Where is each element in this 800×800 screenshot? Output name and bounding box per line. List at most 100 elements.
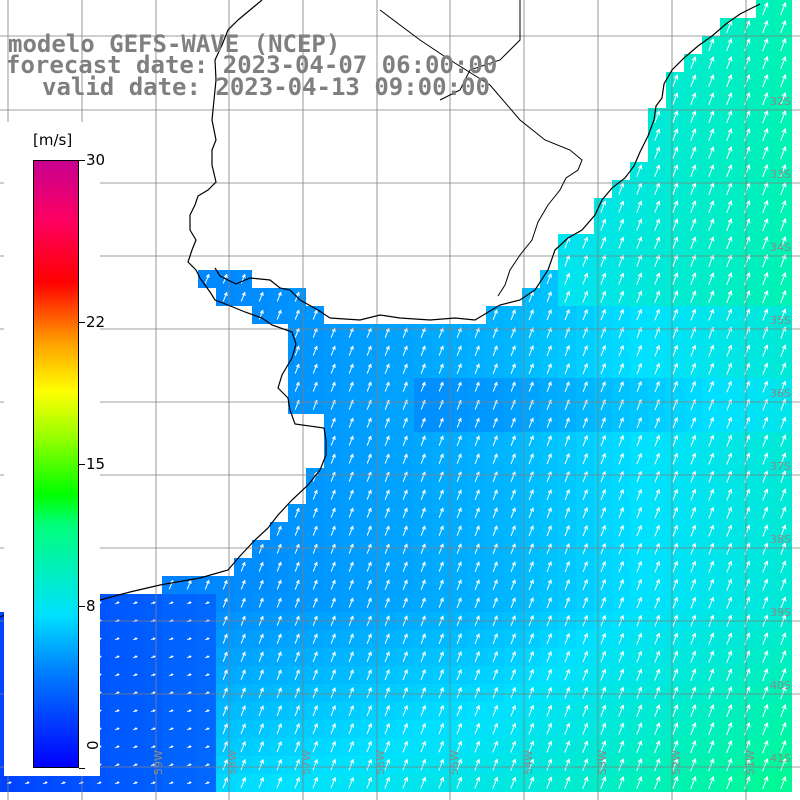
latitude-label: 39S — [770, 606, 791, 619]
wind-arrow — [726, 38, 733, 52]
wind-arrow — [636, 470, 643, 483]
wind-arrow — [312, 327, 318, 338]
wind-arrow — [600, 381, 606, 393]
wind-arrow — [690, 236, 697, 249]
wind-arrow — [510, 561, 516, 573]
wind-arrow — [366, 633, 372, 644]
wind-arrow — [780, 434, 787, 447]
wind-arrow — [600, 704, 607, 717]
wind-arrow — [744, 344, 751, 357]
wind-arrow — [744, 380, 751, 393]
wind-arrow — [222, 579, 228, 590]
wind-arrow — [744, 524, 751, 537]
wind-arrow — [330, 597, 336, 608]
wind-arrow — [330, 543, 336, 554]
longitude-label: 51W — [744, 750, 757, 775]
wind-arrow — [330, 363, 336, 374]
wind-arrow — [456, 363, 462, 374]
wind-arrow — [438, 686, 444, 699]
wind-arrow — [636, 290, 643, 303]
wind-arrow — [456, 507, 462, 518]
wind-arrow — [510, 507, 516, 519]
wind-arrow — [726, 560, 733, 573]
wind-arrow — [654, 110, 661, 123]
wind-arrow — [510, 381, 516, 392]
wind-arrow — [582, 650, 589, 663]
wind-arrow — [690, 722, 697, 736]
wind-arrow — [654, 164, 661, 177]
wind-arrow — [456, 525, 462, 536]
wind-arrow — [546, 758, 553, 771]
wind-arrow — [726, 92, 733, 106]
wind-arrow — [366, 776, 373, 789]
wind-arrow — [474, 686, 481, 699]
wind-arrow — [528, 345, 534, 357]
wind-arrow — [384, 525, 390, 536]
wind-arrow — [636, 272, 643, 285]
wind-arrow — [654, 578, 661, 591]
wind-arrow — [492, 489, 498, 500]
wind-arrow — [636, 722, 643, 735]
wind-arrow — [618, 488, 625, 501]
wind-arrow — [366, 417, 372, 428]
wind-arrow — [762, 380, 769, 393]
wind-arrow — [600, 218, 607, 231]
wind-arrow — [618, 668, 625, 681]
wind-arrow — [474, 597, 480, 608]
latitude-label: 41S — [770, 752, 791, 765]
wind-arrow — [456, 704, 463, 717]
wind-arrow — [456, 561, 462, 572]
wind-arrow — [114, 781, 120, 785]
wind-arrow — [762, 416, 769, 429]
wind-arrow — [366, 740, 373, 753]
wind-arrow — [582, 740, 589, 753]
wind-arrow — [762, 757, 769, 772]
wind-arrow — [780, 668, 787, 682]
wind-arrow — [402, 381, 408, 392]
wind-arrow — [168, 637, 174, 641]
wind-arrow — [420, 507, 426, 518]
wind-arrow — [402, 579, 408, 590]
wind-arrow — [492, 417, 498, 428]
wind-arrow — [240, 705, 246, 717]
wind-arrow — [636, 632, 643, 645]
wind-arrow — [708, 578, 715, 591]
wind-arrow — [780, 362, 787, 375]
wind-arrow — [654, 218, 661, 231]
wind-arrow — [564, 435, 570, 447]
wind-arrow — [132, 763, 138, 767]
wind-arrow — [222, 776, 229, 789]
country-border — [379, 0, 583, 297]
wind-arrow — [132, 781, 138, 785]
wind-arrow — [312, 687, 318, 699]
wind-arrow — [456, 417, 462, 428]
wind-arrow — [186, 709, 192, 713]
wind-arrow — [276, 669, 282, 680]
wind-arrow — [294, 669, 300, 681]
wind-arrow — [276, 561, 282, 572]
wind-arrow — [366, 543, 372, 554]
wind-arrow — [492, 579, 498, 590]
wind-arrow — [708, 56, 715, 70]
wind-arrow — [654, 704, 661, 717]
wind-arrow — [294, 722, 300, 735]
wind-arrow — [618, 308, 625, 321]
wind-arrow — [726, 164, 733, 178]
wind-arrow — [456, 776, 463, 789]
wind-arrow — [672, 164, 679, 177]
wind-arrow — [564, 507, 570, 519]
wind-arrow — [186, 691, 192, 695]
wind-arrow — [456, 668, 462, 681]
wind-arrow — [600, 596, 606, 609]
wind-arrow — [780, 560, 787, 573]
wind-arrow — [780, 73, 787, 88]
wind-arrow — [114, 727, 120, 731]
wind-arrow — [672, 740, 679, 754]
wind-arrow — [348, 669, 354, 681]
wind-arrow — [618, 542, 625, 555]
wind-arrow — [168, 781, 174, 785]
wind-arrow — [618, 236, 625, 249]
wind-arrow — [726, 236, 733, 250]
wind-arrow — [402, 327, 408, 338]
